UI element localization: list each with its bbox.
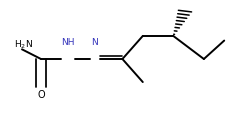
Text: H$_2$N: H$_2$N (14, 39, 33, 51)
Text: O: O (37, 90, 45, 100)
Text: N: N (91, 38, 98, 47)
Text: NH: NH (61, 38, 75, 47)
